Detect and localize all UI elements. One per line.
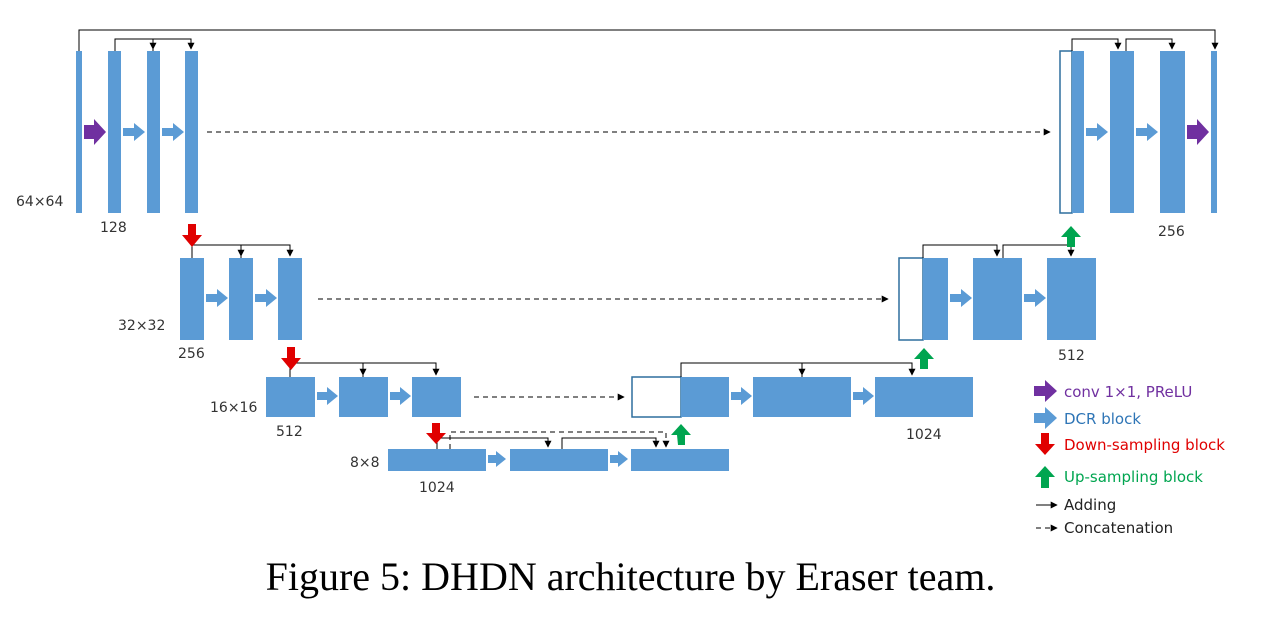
enc32-dcr-block-3: [278, 258, 302, 340]
adding-connector: [1071, 38, 1122, 51]
dec16-concat-block: [631, 376, 682, 418]
dec64-dcr-block-1: [1072, 51, 1084, 213]
down-sampling-arrow-icon: [426, 423, 446, 444]
adding-connector: [801, 362, 916, 377]
enc16-dcr-block-2: [339, 377, 388, 417]
dec64-dcr-block-2: [1110, 51, 1134, 213]
down-sampling-arrow-icon: [281, 347, 301, 370]
legend-concat-label: Concatenation: [1064, 519, 1173, 537]
dcr-arrow-icon: [1136, 123, 1158, 141]
dcr-arrow-icon: [488, 451, 506, 467]
conv-arrow-icon: [1187, 119, 1209, 145]
dec16-dcr-block-1: [681, 377, 729, 417]
channel-label-dec64: 256: [1158, 224, 1185, 240]
resolution-label-16: 16×16: [210, 400, 257, 416]
legend: conv 1×1, PReLU DCR block Down-sampling …: [1034, 380, 1225, 537]
adding-connector: [191, 244, 245, 258]
figure-caption: Figure 5: DHDN architecture by Eraser te…: [265, 554, 996, 599]
bottleneck-level-8: [388, 431, 729, 471]
legend-down-icon: [1035, 433, 1055, 455]
concat-connector: [449, 431, 670, 449]
legend-conv-label: conv 1×1, PReLU: [1064, 383, 1192, 401]
adding-connector: [1002, 244, 1075, 258]
adding-connector: [114, 38, 157, 51]
adding-connector: [362, 362, 440, 377]
dec64-concat-block: [1059, 50, 1073, 214]
dcr-arrow-icon: [853, 387, 874, 405]
dcr-arrow-icon: [255, 289, 277, 307]
resolution-label-32: 32×32: [118, 318, 165, 334]
dhdn-architecture-diagram: 64×64 32×32 16×16 8×8 128 256 512 1024 1…: [16, 29, 1225, 537]
channel-label-enc64: 128: [100, 220, 127, 236]
dcr-arrow-icon: [1086, 123, 1108, 141]
enc8-dcr-block-2: [510, 449, 608, 471]
legend-dcr-label: DCR block: [1064, 410, 1141, 428]
adding-connector: [240, 244, 294, 258]
enc16-dcr-block-1: [266, 377, 315, 417]
encoder-level-64: [76, 29, 1219, 213]
enc64-dcr-block-3: [185, 51, 198, 213]
dcr-arrow-icon: [390, 387, 411, 405]
dcr-arrow-icon: [162, 123, 184, 141]
dcr-arrow-icon: [317, 387, 338, 405]
adding-connector: [1125, 38, 1176, 51]
up-sampling-arrow-icon: [671, 424, 691, 445]
legend-conv-icon: [1034, 380, 1057, 402]
legend-dcr-icon: [1034, 407, 1057, 429]
dcr-arrow-icon: [206, 289, 228, 307]
dcr-arrow-icon: [610, 451, 628, 467]
enc64-dcr-block-2: [147, 51, 160, 213]
adding-connector: [922, 244, 1001, 258]
dcr-arrow-icon: [950, 289, 972, 307]
dec32-concat-block: [898, 257, 924, 341]
global-skip-connector: [78, 29, 1219, 51]
legend-up-label: Up-sampling block: [1064, 468, 1203, 486]
dcr-arrow-icon: [731, 387, 752, 405]
channel-label-enc16: 512: [276, 424, 303, 440]
dec16-dcr-block-2: [753, 377, 851, 417]
dec32-dcr-block-2: [973, 258, 1022, 340]
enc8-dcr-block-3: [631, 449, 729, 471]
legend-down-label: Down-sampling block: [1064, 436, 1225, 454]
channel-label-enc32: 256: [178, 346, 205, 362]
decoder-level-64: [1059, 38, 1217, 214]
resolution-label-64: 64×64: [16, 194, 63, 210]
channel-label-dec16: 1024: [906, 427, 942, 443]
enc32-dcr-block-1: [180, 258, 204, 340]
input-layer: [76, 51, 82, 213]
conv-arrow-icon: [84, 119, 106, 145]
encoder-level-16: [266, 362, 625, 417]
legend-up-icon: [1035, 466, 1055, 488]
adding-connector: [436, 437, 552, 449]
resolution-label-8: 8×8: [350, 455, 380, 471]
adding-connector: [680, 362, 806, 377]
dec32-dcr-block-1: [923, 258, 948, 340]
dec64-dcr-block-3: [1160, 51, 1185, 213]
output-layer: [1211, 51, 1217, 213]
legend-adding-label: Adding: [1064, 496, 1116, 514]
enc16-dcr-block-3: [412, 377, 461, 417]
encoder-level-32: [180, 244, 889, 340]
decoder-level-32: [898, 244, 1096, 341]
channel-label-dec32: 512: [1058, 348, 1085, 364]
enc64-dcr-block-1: [108, 51, 121, 213]
adding-connector: [289, 362, 367, 377]
dcr-arrow-icon: [123, 123, 145, 141]
adding-connector: [152, 38, 195, 51]
dec32-dcr-block-3: [1047, 258, 1096, 340]
decoder-level-16: [631, 362, 973, 418]
dec16-dcr-block-3: [875, 377, 973, 417]
enc32-dcr-block-2: [229, 258, 253, 340]
up-sampling-arrow-icon: [1061, 226, 1081, 247]
down-sampling-arrow-icon: [182, 224, 202, 247]
adding-connector: [561, 437, 660, 449]
channel-label-enc8: 1024: [419, 480, 455, 496]
up-sampling-arrow-icon: [914, 348, 934, 369]
dcr-arrow-icon: [1024, 289, 1046, 307]
enc8-dcr-block-1: [388, 449, 486, 471]
